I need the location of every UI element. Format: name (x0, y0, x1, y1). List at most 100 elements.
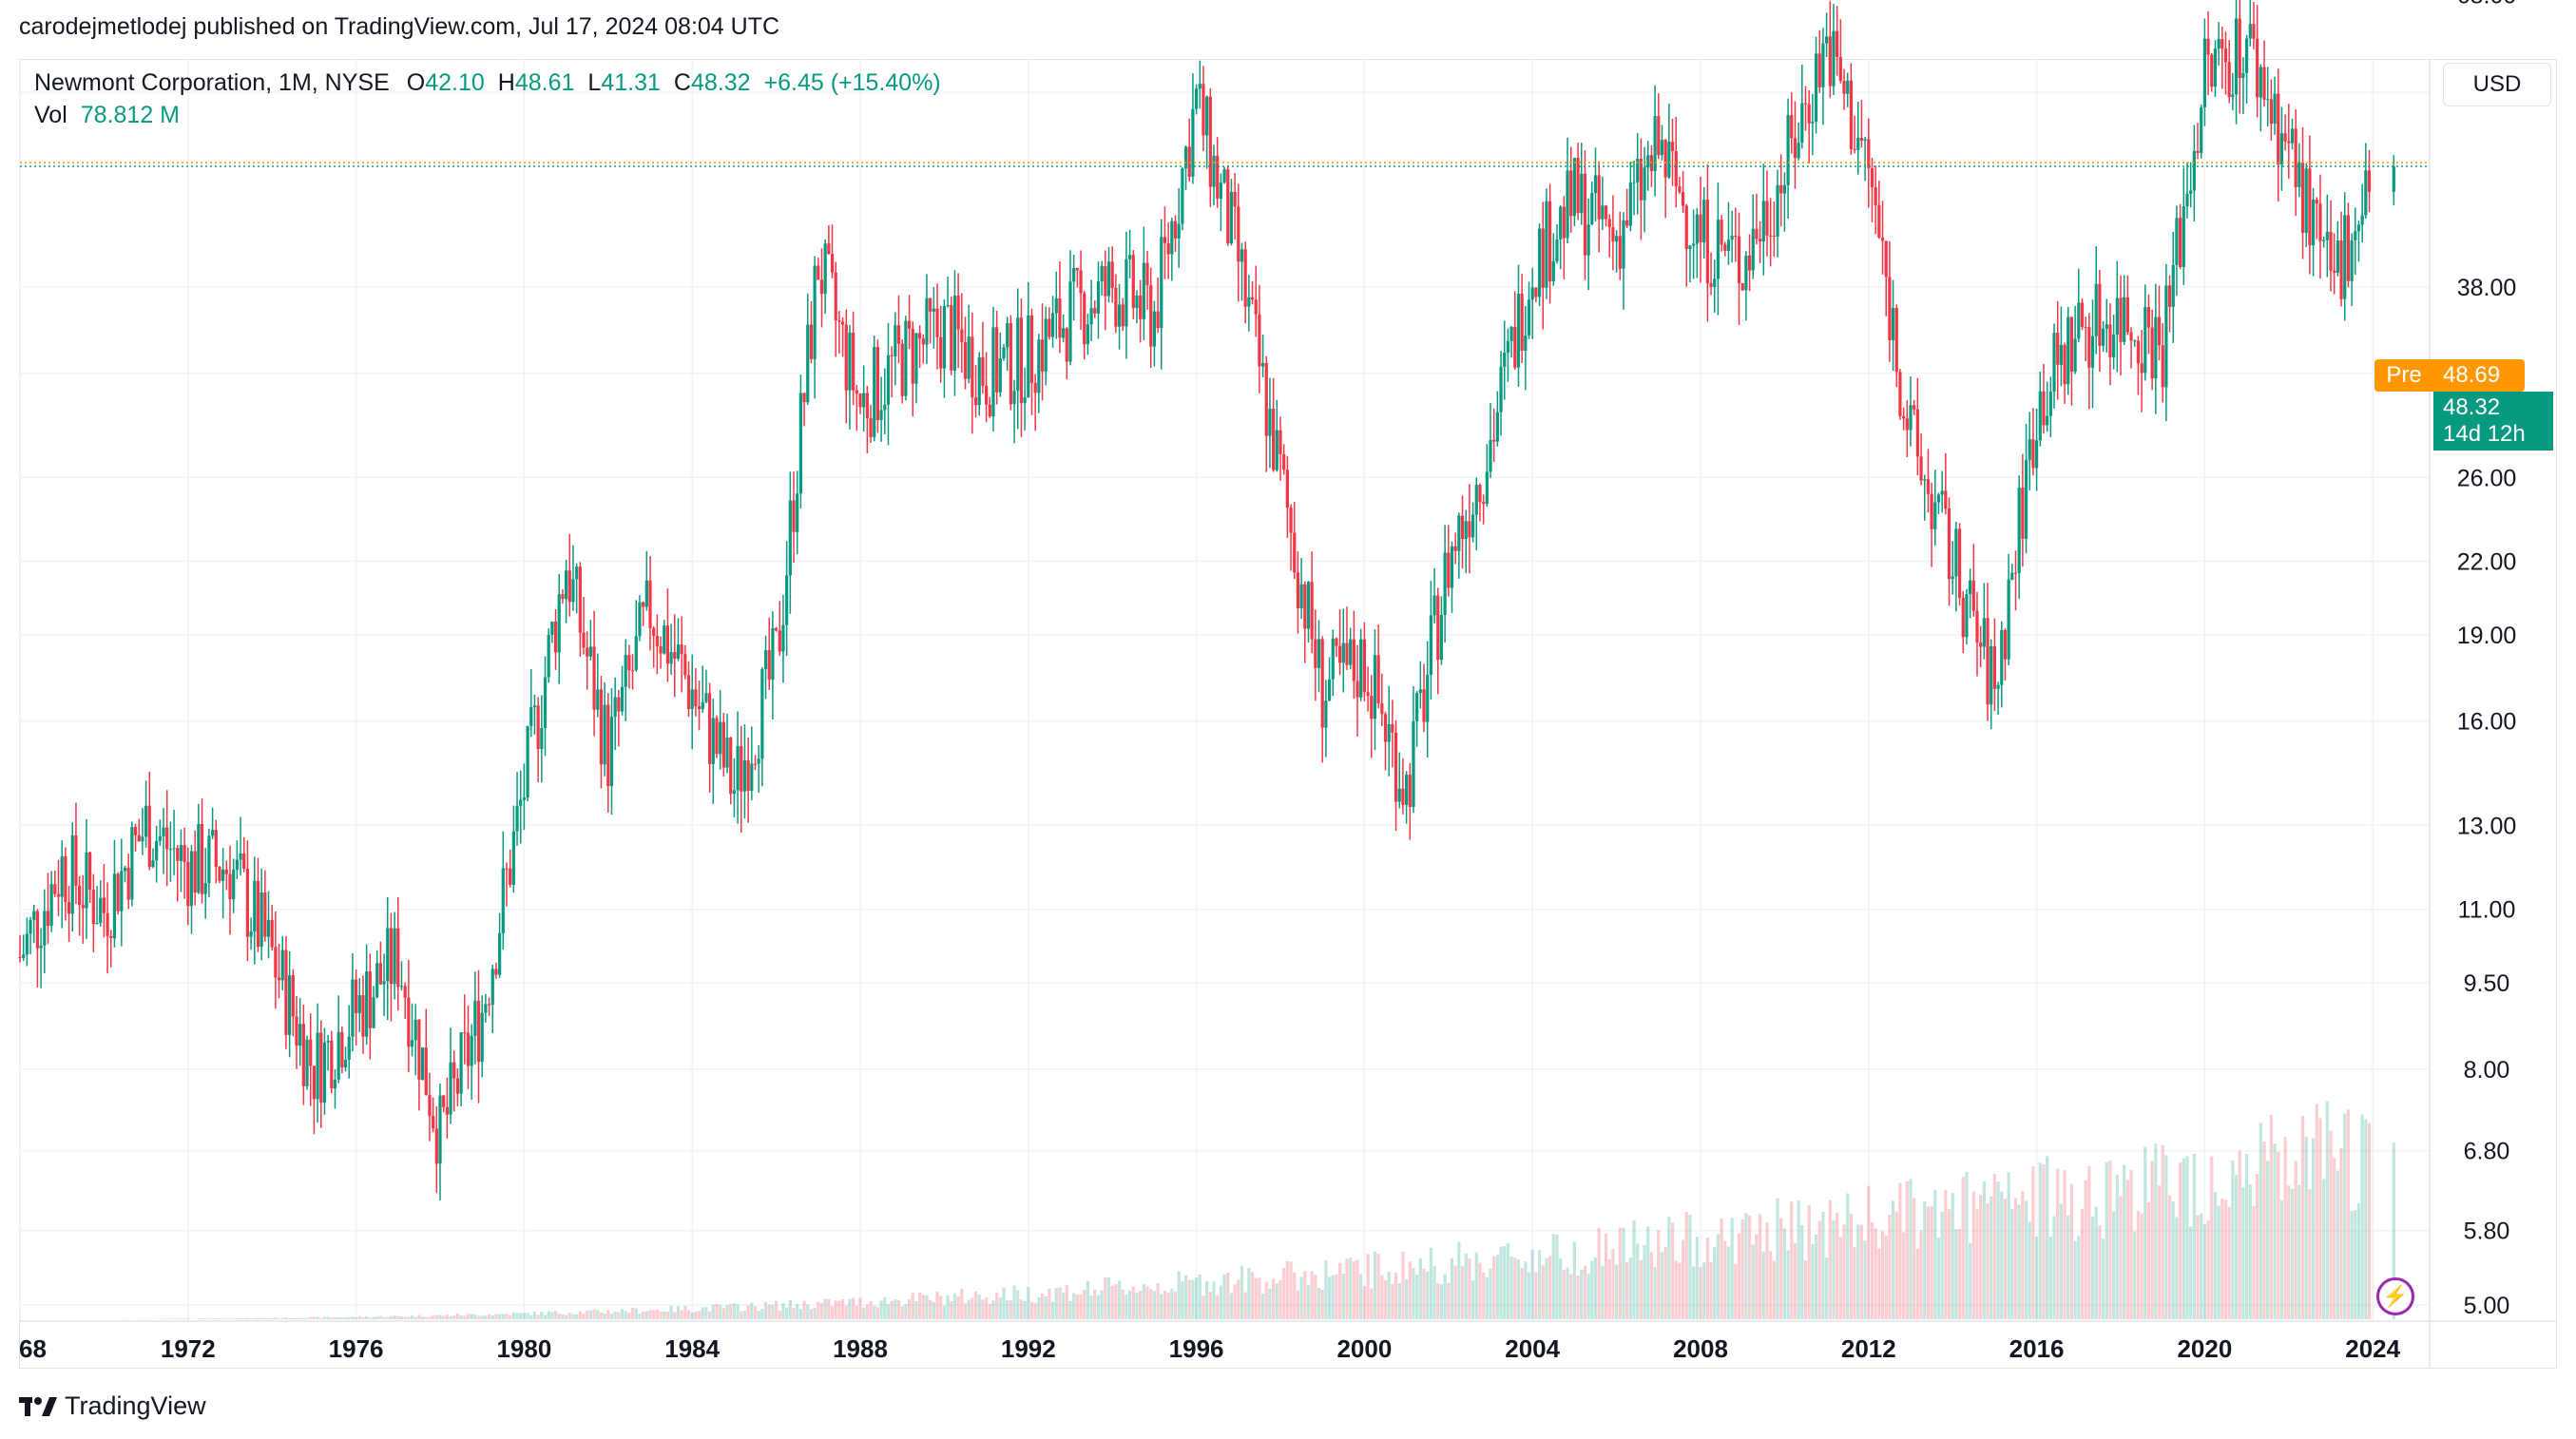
volume-bar (2200, 1213, 2203, 1319)
volume-bar (1730, 1218, 1734, 1319)
volume-bar (1457, 1241, 1461, 1319)
volume-bar (767, 1304, 771, 1319)
volume-bar (732, 1303, 736, 1319)
volume-bar (1100, 1290, 1104, 1319)
candle-body (620, 686, 625, 712)
volume-bar (1254, 1277, 1258, 1319)
candle-body (823, 243, 827, 295)
candle-body (1198, 84, 1201, 89)
volume-bar (620, 1309, 625, 1319)
candle-body (2262, 67, 2266, 100)
candle-body (1033, 382, 1037, 393)
volume-bar (1152, 1291, 1156, 1319)
candle-body (1765, 201, 1769, 236)
volume-bar (1702, 1262, 1706, 1319)
volume-bar (819, 1302, 824, 1319)
volume-bar (1352, 1260, 1355, 1319)
volume-bar (1534, 1272, 1538, 1319)
legend-ohlc-row: Newmont Corporation, 1M, NYSE O42.10 H48.6… (34, 67, 941, 99)
candle-body (319, 1032, 323, 1103)
candle-body (1359, 639, 1363, 698)
volume-bar (1128, 1290, 1132, 1319)
volume-bar (1044, 1295, 1048, 1319)
volume-bar (2105, 1161, 2108, 1319)
candle-body (1628, 182, 1632, 226)
volume-bar (1769, 1251, 1773, 1319)
volume-bar (2259, 1122, 2262, 1319)
volume-bar (543, 1314, 548, 1319)
volume-bar (284, 1317, 288, 1319)
candle-body (1415, 692, 1419, 721)
candle-body (1566, 170, 1569, 239)
volume-bar (2360, 1114, 2364, 1319)
lightning-icon[interactable]: ⚡ (2376, 1277, 2414, 1315)
candle-body (655, 635, 659, 646)
volume-bar (617, 1312, 621, 1319)
candle-body (2028, 439, 2031, 460)
volume-bar (1121, 1289, 1125, 1319)
volume-bar (981, 1299, 985, 1319)
volume-bar (382, 1317, 386, 1319)
volume-bar (2136, 1211, 2141, 1319)
volume-bar (1607, 1258, 1611, 1319)
currency-selector[interactable]: USD (2443, 63, 2551, 106)
volume-bar (771, 1304, 775, 1319)
volume-bar (1391, 1284, 1394, 1319)
volume-bar (1415, 1275, 1419, 1319)
candle-body (2354, 231, 2357, 240)
volume-bar (1460, 1265, 1465, 1319)
candle-body (1740, 282, 1744, 291)
candle-body (1825, 36, 1829, 44)
volume-bar (2031, 1166, 2035, 1319)
volume-bar (2133, 1231, 2137, 1319)
candle-body (449, 1062, 452, 1115)
volume-bar (2056, 1168, 2060, 1319)
candle-body (1530, 287, 1534, 300)
volume-bar (501, 1314, 505, 1319)
volume-bar (1485, 1276, 1489, 1319)
candle-body (998, 358, 1002, 393)
candle-body (665, 625, 670, 664)
candle-body (740, 745, 743, 792)
candle-body (942, 306, 946, 369)
candle-body (988, 404, 991, 417)
volume-bar (445, 1314, 449, 1319)
volume-bar (183, 1318, 186, 1319)
tradingview-logo[interactable]: TradingView (19, 1391, 206, 1421)
volume-bar (1846, 1193, 1850, 1319)
candle-body (2277, 93, 2280, 165)
volume-bar (1653, 1267, 1657, 1319)
volume-bar (424, 1316, 428, 1319)
volume-bar (1863, 1240, 1867, 1319)
volume-bar (1891, 1200, 1895, 1319)
candle-body (536, 705, 540, 750)
candle-body (1919, 456, 1923, 481)
volume-bar (1072, 1293, 1076, 1319)
volume-bar (351, 1316, 355, 1319)
candle-body (1559, 206, 1563, 240)
time-tick-label: 2000 (1336, 1334, 1392, 1363)
candle-body (950, 305, 953, 371)
volume-bar (1412, 1268, 1415, 1319)
volume-bar (375, 1316, 379, 1319)
volume-bar (963, 1303, 968, 1319)
candle-body (1506, 341, 1510, 354)
candle-body (1990, 645, 1993, 705)
volume-bar (1243, 1292, 1247, 1319)
volume-bar (1335, 1274, 1338, 1319)
candle-body (1923, 479, 1927, 481)
candle-body (1846, 80, 1850, 94)
volume-bar (973, 1291, 978, 1319)
volume-bar (168, 1318, 172, 1319)
candle-body (186, 861, 190, 907)
volume-bar (438, 1314, 442, 1319)
candle-body (1678, 186, 1682, 193)
candle-body (2259, 67, 2262, 98)
volume-bar (1250, 1272, 1255, 1319)
candle-body (2283, 133, 2287, 142)
volume-bar (2245, 1154, 2249, 1319)
time-tick-label: 1988 (833, 1334, 888, 1363)
candle-body (588, 646, 592, 657)
candle-body (144, 805, 148, 837)
